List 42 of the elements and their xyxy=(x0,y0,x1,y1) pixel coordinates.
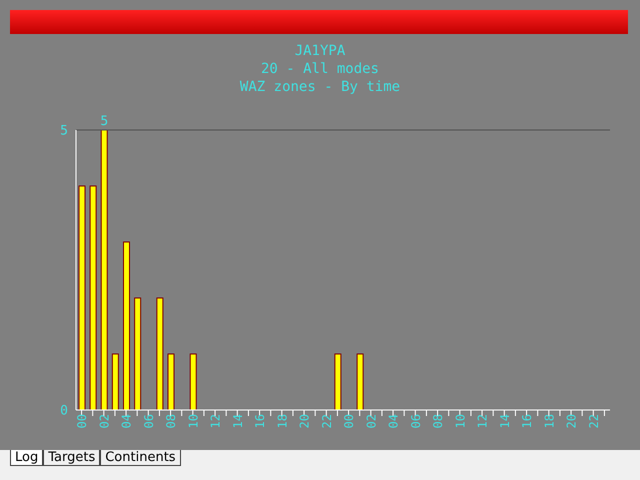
bar xyxy=(100,130,108,410)
x-tick-label: 10 xyxy=(186,414,200,428)
bar xyxy=(90,186,97,410)
x-tick-label: 08 xyxy=(431,414,446,428)
x-tick-label: 16 xyxy=(520,414,534,428)
bar xyxy=(190,354,197,410)
bar xyxy=(168,354,174,410)
x-tick-label: 12 xyxy=(476,414,490,428)
x-tick-label: 22 xyxy=(320,414,334,428)
x-tick-label: 14 xyxy=(498,414,512,428)
x-tick-label: 12 xyxy=(208,414,223,428)
x-tick-label: 00 xyxy=(75,414,90,428)
x-tick-label: 16 xyxy=(253,414,268,428)
text: Log xyxy=(10,450,44,466)
bar xyxy=(112,354,119,410)
x-tick-label: 08 xyxy=(164,414,178,428)
x-tick-label: 04 xyxy=(120,414,134,428)
x-tick-label: 20 xyxy=(564,414,579,428)
chart-subtitle: 20 - All modes WAZ zones - By time xyxy=(238,60,402,96)
bar xyxy=(156,298,164,410)
x-tick-label: 22 xyxy=(586,414,601,428)
bar xyxy=(78,186,86,410)
y-tick-label: 0 xyxy=(60,404,68,419)
x-tick-label: 00 xyxy=(342,414,356,428)
x-tick-label: 18 xyxy=(275,414,290,428)
chart-title: JA1YPA xyxy=(294,42,346,60)
x-tick-label: 10 xyxy=(453,414,468,428)
x-tick-label: 04 xyxy=(386,414,401,428)
x-tick-label: 02 xyxy=(364,414,378,428)
text: Targets xyxy=(43,450,100,466)
x-tick-label: 20 xyxy=(298,414,312,428)
text: Continents xyxy=(100,450,181,466)
x-tick-label: 06 xyxy=(142,414,156,428)
bar xyxy=(356,354,364,410)
x-tick-label: 02 xyxy=(97,414,112,428)
bar xyxy=(123,242,130,410)
bar xyxy=(334,354,342,410)
x-tick-label: 06 xyxy=(408,414,423,428)
bar xyxy=(134,298,142,410)
data-label: 5 xyxy=(100,114,108,129)
x-tick-label: 14 xyxy=(230,414,245,428)
x-tick-label: 18 xyxy=(542,414,556,428)
